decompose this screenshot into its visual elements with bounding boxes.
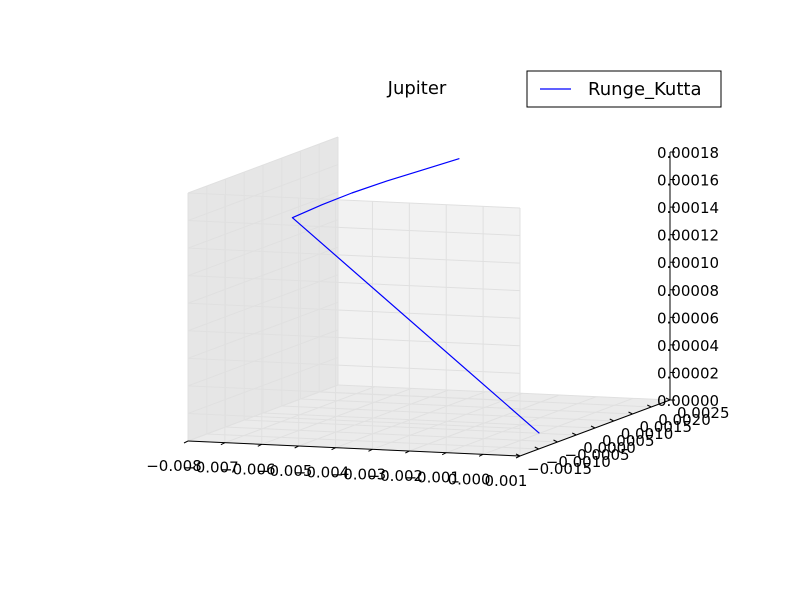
tick-labels: −0.008−0.007−0.006−0.005−0.004−0.003−0.0…: [146, 144, 729, 490]
grid-y-floor: [337, 384, 671, 401]
x-tick-mark: [478, 453, 484, 457]
grid-z-xwall: [187, 412, 521, 429]
z-tick-label: 0.00016: [657, 172, 719, 190]
y-tick-mark: [515, 453, 521, 457]
y-tick-mark: [647, 404, 652, 408]
z-tick-label: 0.00014: [657, 199, 719, 217]
grid-z-xwall: [187, 220, 521, 237]
grid-z-xwall: [187, 330, 521, 347]
axis-lines: [183, 151, 675, 459]
grid-y-floor: [262, 412, 596, 429]
x-axis-line: [187, 440, 521, 457]
grid-lines: [187, 136, 671, 457]
y-tick-mark: [534, 446, 539, 450]
grid-y-floor: [225, 426, 558, 443]
z-tick-label: 0.00008: [657, 282, 719, 300]
x-tick-label: 0.001: [485, 472, 528, 490]
z-tick-label: 0.00006: [657, 309, 719, 327]
z-tick-label: 0.00010: [657, 254, 719, 272]
x-tick-label: −0.003: [331, 465, 387, 483]
y-tick-label: 0.0005: [602, 432, 655, 450]
y-tick-label: 0.0025: [677, 404, 730, 422]
y-tick-mark: [609, 418, 614, 422]
grid-z-ywall: [187, 164, 339, 222]
z-tick-label: 0.00012: [657, 227, 719, 245]
y-tick-label: −0.0005: [565, 446, 630, 464]
x-tick-label: 0.000: [448, 470, 491, 488]
grid-z-ywall: [187, 329, 339, 387]
grid-z-ywall: [187, 191, 339, 249]
legend-label-runge-kutta: Runge_Kutta: [588, 79, 701, 100]
axis-panes: [188, 137, 670, 456]
grid-z-ywall: [187, 136, 339, 194]
grid-z-xwall: [187, 275, 521, 292]
grid-y-floor: [206, 433, 539, 450]
chart-title: Jupiter: [387, 78, 447, 99]
x-tick-label: −0.001: [404, 469, 460, 487]
y-tick-label: 0.0015: [640, 418, 693, 436]
grid-z-xwall: [187, 385, 521, 402]
x-tick-mark: [368, 448, 373, 452]
z-tick-label: 0.00000: [657, 392, 719, 410]
y-tick-mark: [590, 425, 596, 429]
x-tick-mark: [331, 447, 336, 451]
grid-z-ywall: [187, 274, 339, 332]
grid-z-ywall: [187, 384, 339, 442]
y-tick-label: −0.0010: [546, 453, 611, 471]
x-tick-label: −0.002: [368, 467, 424, 485]
z-tick-label: 0.00018: [657, 144, 719, 162]
z-tick-label: 0.00004: [657, 337, 719, 355]
x-tick-mark: [183, 440, 189, 444]
x-tick-mark: [294, 445, 299, 449]
grid-y-floor: [300, 398, 633, 415]
z-tick-label: 0.00002: [657, 364, 719, 382]
grid-z-xwall: [187, 192, 521, 209]
grid-z-xwall: [187, 247, 521, 264]
y-tick-mark: [553, 439, 558, 443]
grid-z-ywall: [187, 219, 339, 277]
grid-z-ywall: [187, 356, 339, 414]
y-tick-mark: [572, 432, 577, 436]
y-tick-mark: [628, 411, 633, 415]
x-tick-label: −0.007: [183, 459, 239, 477]
x-tick-label: −0.006: [220, 460, 276, 478]
x-tick-mark: [220, 442, 226, 446]
x-tick-mark: [441, 452, 447, 456]
y-tick-label: −0.0015: [527, 460, 592, 478]
x-tick-mark: [257, 443, 263, 447]
series-layer: [291, 158, 540, 434]
y-tick-label: 0.0020: [658, 411, 711, 429]
grid-y-floor: [281, 405, 614, 422]
x-tick-label: −0.008: [146, 457, 202, 475]
grid-z-ywall: [187, 301, 339, 359]
grid-z-xwall: [187, 357, 521, 374]
x-tick-label: −0.004: [294, 464, 350, 482]
y-tick-label: 0.0000: [583, 439, 636, 457]
series-line-runge-kutta: [291, 158, 540, 434]
x-tick-mark: [515, 455, 521, 459]
grid-z-ywall: [187, 246, 339, 304]
y-tick-mark: [665, 397, 671, 401]
grid-y-floor: [244, 419, 577, 436]
grid-z-xwall: [187, 302, 521, 319]
legend: Runge_Kutta: [526, 70, 722, 108]
x-tick-label: −0.005: [257, 462, 313, 480]
x-tick-mark: [405, 450, 410, 454]
y-tick-label: 0.0010: [621, 425, 674, 443]
